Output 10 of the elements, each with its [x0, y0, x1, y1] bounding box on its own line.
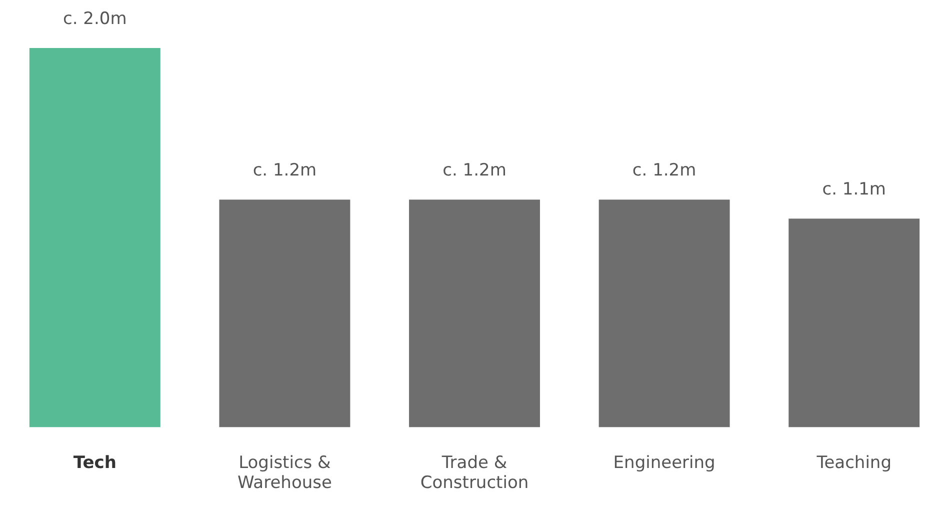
x-tick-label: Engineering — [613, 452, 716, 473]
data-label: c. 1.1m — [822, 180, 886, 200]
x-tick-label: Logistics & Warehouse — [237, 452, 332, 494]
data-label: c. 1.2m — [632, 160, 696, 181]
data-label: c. 1.2m — [442, 160, 506, 181]
x-tick-label: Trade & Construction — [420, 452, 529, 494]
data-label: c. 1.2m — [252, 160, 317, 181]
data-label: c. 2.0m — [63, 8, 127, 29]
x-tick-label: Teaching — [816, 452, 892, 473]
x-tick-label: Tech — [73, 452, 116, 473]
